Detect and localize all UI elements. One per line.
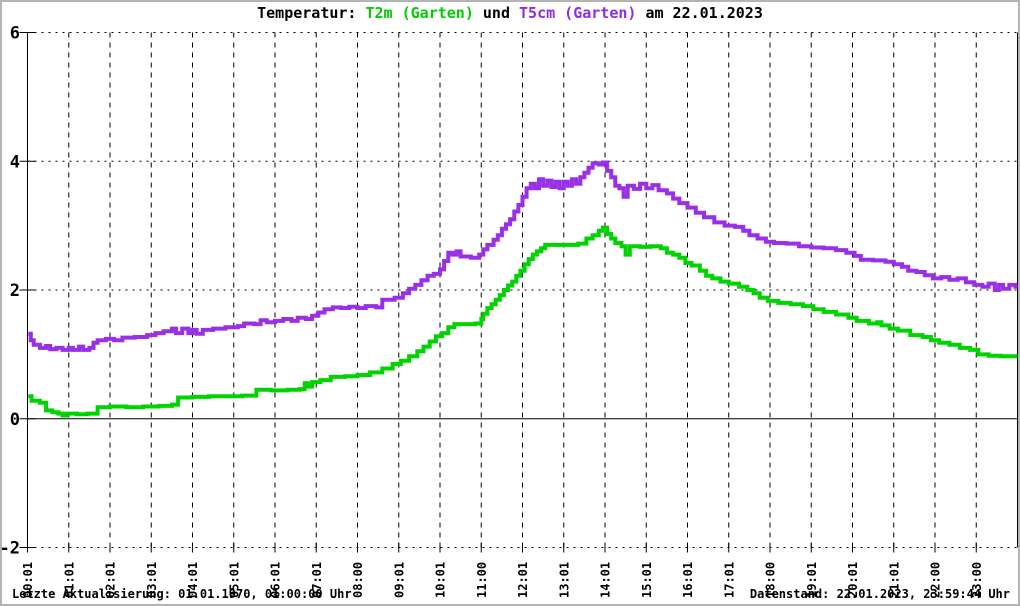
x-tick-label: 17:01 bbox=[722, 562, 736, 598]
x-tick-label: 22:00 bbox=[929, 562, 943, 598]
last-update-text: Letzte Aktualisierung: 01.01.1970, 01:00… bbox=[12, 587, 352, 601]
x-tick-label: 21:01 bbox=[887, 562, 901, 598]
x-tick-label: 23:00 bbox=[970, 562, 984, 598]
x-tick-label: 20:01 bbox=[846, 562, 860, 598]
x-tick-label: 00:01 bbox=[21, 562, 35, 598]
title-suffix: am 22.01.2023 bbox=[636, 4, 763, 22]
x-tick-label: 10:01 bbox=[434, 562, 448, 598]
title-series-t5cm: T5cm (Garten) bbox=[519, 4, 637, 22]
chart-title: Temperatur: T2m (Garten) und T5cm (Garte… bbox=[2, 4, 1018, 22]
y-tick-label: 2 bbox=[10, 281, 20, 301]
x-tick-label: 14:01 bbox=[599, 562, 613, 598]
t2m-line bbox=[28, 225, 1018, 418]
x-tick-label: 04:01 bbox=[186, 562, 200, 598]
x-tick-label: 05:01 bbox=[227, 562, 241, 598]
y-tick-label: 6 bbox=[10, 24, 20, 44]
y-tick-label: 4 bbox=[10, 152, 20, 172]
y-tick-label: 0 bbox=[10, 410, 20, 430]
x-tick-label: 15:01 bbox=[640, 562, 654, 598]
x-tick-label: 12:01 bbox=[516, 562, 530, 598]
x-tick-label: 18:00 bbox=[764, 562, 778, 598]
data-state-text: Datenstand: 22.01.2023, 23:59:44 Uhr bbox=[749, 587, 1010, 601]
x-tick-label: 08:00 bbox=[351, 562, 365, 598]
title-prefix: Temperatur: bbox=[257, 4, 366, 22]
t5cm-line bbox=[28, 160, 1018, 352]
y-tick-label: -2 bbox=[2, 539, 20, 559]
x-tick-label: 06:01 bbox=[269, 562, 283, 598]
x-tick-label: 09:01 bbox=[392, 562, 406, 598]
x-tick-label: 13:01 bbox=[557, 562, 571, 598]
x-tick-label: 07:01 bbox=[310, 562, 324, 598]
x-tick-label: 11:00 bbox=[475, 562, 489, 598]
x-tick-label: 16:01 bbox=[681, 562, 695, 598]
title-mid: und bbox=[473, 4, 520, 22]
x-tick-label: 19:01 bbox=[805, 562, 819, 598]
x-tick-label: 01:01 bbox=[62, 562, 76, 598]
title-series-t2m: T2m (Garten) bbox=[365, 4, 474, 22]
x-tick-label: 03:01 bbox=[145, 562, 159, 598]
x-tick-label: 02:01 bbox=[104, 562, 118, 598]
